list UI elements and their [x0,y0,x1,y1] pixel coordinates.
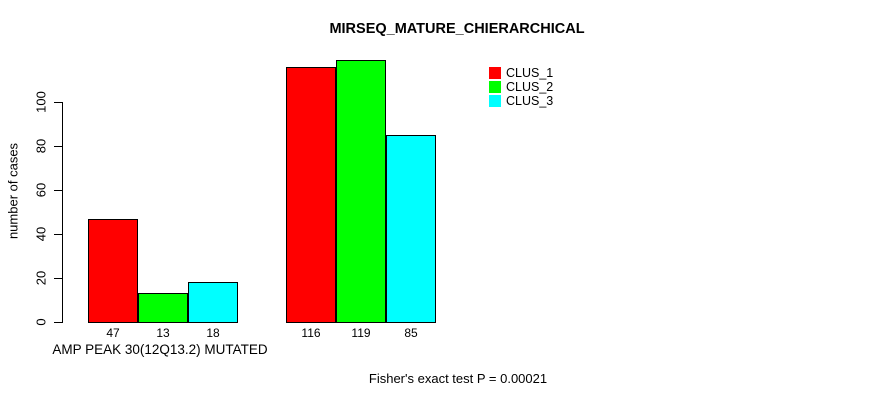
bar-value-label: 47 [106,326,120,340]
annotation-text: Fisher's exact test P = 0.00021 [368,371,548,386]
y-tick-label: 100 [33,91,49,113]
y-tick-label: 80 [33,138,49,154]
y-tick-label: 60 [33,182,49,198]
y-tick [54,146,62,147]
legend-label: CLUS_2 [506,80,554,94]
legend-item-CLUS_2: CLUS_2 [489,80,553,94]
legend-label: CLUS_1 [506,66,554,80]
y-axis-title: number of cases [5,142,21,240]
y-tick [54,190,62,191]
bar-value-label: 13 [156,326,170,340]
legend-swatch [489,67,501,79]
x-group-label: AMP PEAK 30(12Q13.2) MUTATED [52,342,268,357]
legend-swatch [489,81,501,93]
y-tick-label: 20 [33,270,49,286]
bar-CLUS_1-group1 [88,218,138,323]
legend: CLUS_1 CLUS_2 CLUS_3 [489,66,553,108]
y-tick-label: 40 [33,226,49,242]
legend-swatch [489,95,501,107]
bar-CLUS_2-group1 [138,293,188,323]
bar-CLUS_3-group2 [386,135,436,323]
bar-CLUS_3-group1 [188,282,238,323]
bar-value-label: 119 [351,326,371,340]
bar-value-label: 116 [301,326,321,340]
bar-CLUS_1-group2 [286,66,336,323]
y-axis-line [62,102,63,323]
y-tick [54,102,62,103]
bar-CLUS_2-group2 [336,60,386,323]
legend-item-CLUS_3: CLUS_3 [489,94,553,108]
legend-item-CLUS_1: CLUS_1 [489,66,553,80]
legend-label: CLUS_3 [506,94,554,108]
y-tick [54,234,62,235]
y-tick-label: 0 [33,318,49,326]
chart-title: MIRSEQ_MATURE_CHIERARCHICAL [329,21,585,37]
bar-value-label: 85 [404,326,418,340]
y-tick [54,322,62,323]
bar-value-label: 18 [206,326,220,340]
y-tick [54,278,62,279]
